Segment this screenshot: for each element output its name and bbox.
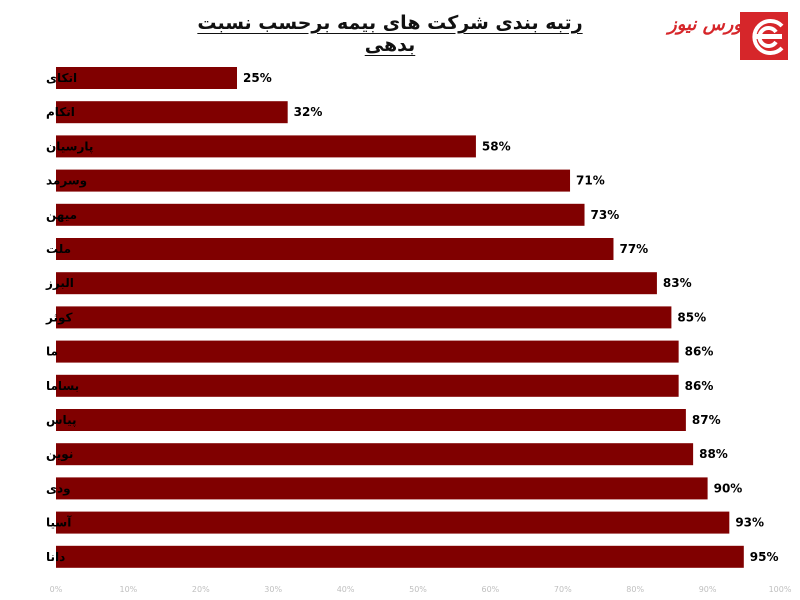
category-label: میهن [46, 208, 77, 222]
data-label: 88% [699, 447, 728, 461]
x-tick-label: 10% [120, 585, 138, 594]
bar [56, 306, 672, 329]
category-label: ما [46, 345, 58, 359]
category-label: دانا [46, 550, 65, 564]
x-tick-label: 30% [264, 585, 282, 594]
x-tick-label: 60% [482, 585, 500, 594]
category-label: کوثر [45, 310, 72, 325]
data-label: 86% [685, 379, 714, 393]
x-tick-label: 0% [50, 585, 63, 594]
data-label: 71% [576, 174, 605, 188]
category-label: البرز [45, 276, 74, 290]
logo-text: بورس نیوز [668, 14, 748, 35]
data-label: 83% [663, 276, 692, 290]
category-label: پیاس [46, 413, 76, 427]
category-label: آسیا [46, 515, 72, 530]
bar [56, 511, 730, 534]
x-tick-label: 50% [409, 585, 427, 594]
x-tick-label: 40% [337, 585, 355, 594]
bar [56, 545, 744, 568]
data-label: 95% [750, 550, 779, 564]
logo-emblem-icon [740, 12, 788, 60]
category-label: اتکای [46, 71, 77, 85]
bar [56, 169, 571, 192]
category-label: ملت [46, 242, 71, 256]
x-tick-label: 90% [699, 585, 717, 594]
data-label: 32% [294, 105, 323, 119]
data-label: 87% [692, 413, 721, 427]
data-label: 85% [677, 310, 706, 324]
bar [56, 374, 679, 397]
data-label: 25% [243, 71, 272, 85]
data-label: 77% [619, 242, 648, 256]
bar [56, 101, 288, 124]
bar [56, 409, 686, 431]
data-label: 58% [482, 139, 511, 153]
bar [56, 340, 679, 363]
bar [56, 477, 708, 500]
category-label: وسرمد [46, 174, 87, 189]
bar [56, 238, 614, 260]
category-label: بساما [46, 379, 79, 393]
x-tick-label: 100% [769, 585, 792, 594]
data-label: 93% [735, 516, 764, 530]
category-label: اتکام [46, 105, 75, 120]
bar [56, 203, 585, 226]
category-label: پارسیان [46, 139, 93, 153]
data-label: 90% [714, 481, 743, 495]
x-tick-label: 80% [626, 585, 644, 594]
x-tick-label: 70% [554, 585, 572, 594]
bar [56, 67, 237, 89]
bourse-news-logo: بورس نیوز [664, 8, 792, 64]
bar [56, 272, 657, 295]
x-tick-label: 20% [192, 585, 210, 594]
data-label: 73% [591, 208, 620, 222]
bar [56, 135, 476, 158]
bar [56, 443, 694, 466]
data-label: 86% [685, 345, 714, 359]
chart-title: رتبه بندی شرکت های بیمه برحسب نسبت بدهی [197, 12, 583, 56]
category-label: ودی [46, 481, 71, 496]
category-label: نوین [46, 447, 73, 462]
